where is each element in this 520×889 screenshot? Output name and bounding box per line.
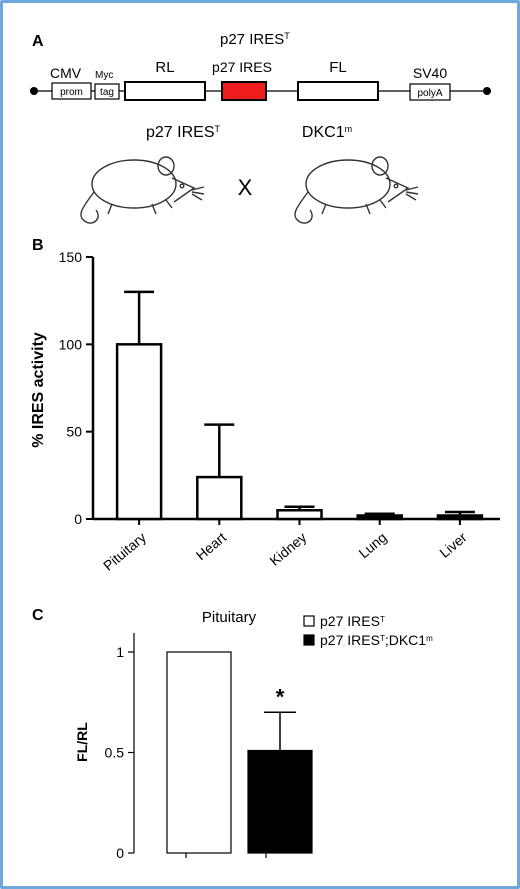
chart-b-y-tick-label: 150 [59,249,83,265]
significance-star: * [276,684,285,709]
chart-b-x-tick-label: Lung [355,529,389,561]
panel-c-title: Pituitary [202,609,257,626]
fl-label: FL [329,59,347,76]
panel-c-label: C [32,607,44,624]
chart-b-bar-lung [356,514,403,521]
chart-b-x-tick-label: Pituitary [100,529,149,574]
chart-b-bar-kidney [276,509,323,521]
cmv-label: CMV [50,65,82,81]
chart-b-bar-liver [436,514,484,521]
chart-b-y-tick-label: 0 [74,511,82,527]
p27-ires-label: p27 IRES [212,59,272,75]
chart-c-bar-control [166,651,232,854]
chart-c-y-tick-label: 1 [116,644,124,660]
mouse-drawing-left [80,156,205,224]
chart-c: 0 0.5 1 * [105,633,313,861]
chart-c-y-tick-label: 0.5 [105,745,125,761]
chart-b-bar-pituitary [115,343,163,521]
mouse-drawing-right [294,156,419,224]
legend-swatch-mutant [303,634,315,646]
panel-c-ylabel: FL/RL [74,722,90,762]
chart-b-x-tick-label: Liver [436,529,470,561]
rl-box [124,81,206,101]
fl-box [297,81,379,101]
myc-label: Myc [95,70,113,81]
legend-swatch-control [303,615,315,627]
myc-tag-box [94,83,120,100]
legend: p27 IREST p27 IREST;DKC1m [303,613,433,648]
p27-ires-box [221,81,267,101]
construct-title: p27 IREST [220,31,290,48]
panel-b-label: B [32,237,44,254]
chart-b: 0 50 100 150 Pituitary Heart Kidney Lung Liver [59,249,500,574]
polya-label: polyA [417,88,442,99]
legend-label-control: p27 IREST [320,613,385,629]
tag-label: tag [100,87,114,98]
polya-box [409,83,451,101]
legend-label-mutant: p27 IREST;DKC1m [320,632,433,648]
chart-b-x-tick-label: Kidney [266,529,309,569]
cross-symbol: X [238,175,253,200]
chart-b-y-tick-label: 100 [59,336,83,352]
rl-label: RL [155,59,174,76]
cmv-promoter-box [51,82,92,100]
cross-right-label: DKC1m [302,124,352,141]
backbone-end-left [30,87,38,95]
backbone-end-right [483,87,491,95]
cross-left-label: p27 IREST [146,124,220,141]
sv40-label: SV40 [413,65,447,81]
chart-c-bar-mutant [247,749,313,854]
chart-b-bar-heart [196,475,243,521]
chart-c-y-tick-label: 0 [116,845,124,861]
panel-a-label: A [32,33,44,50]
chart-b-y-tick-label: 50 [66,424,82,440]
chart-b-x-tick-label: Heart [193,529,230,563]
panel-b-ylabel: % IRES activity [30,332,47,448]
prom-label: prom [60,87,83,98]
